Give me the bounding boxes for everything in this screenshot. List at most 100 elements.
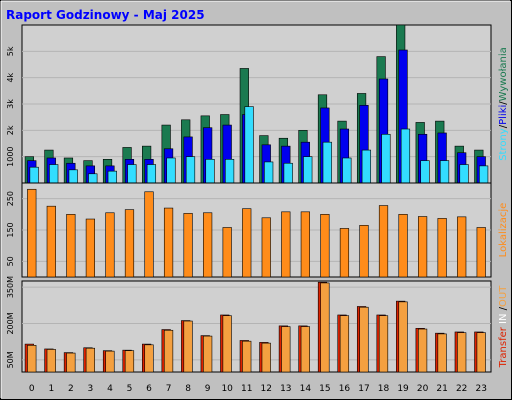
visits-bar-lokalizacje-11 [242, 208, 252, 278]
requests-legend-item: Pliki [498, 105, 509, 125]
visits-bar-lokalizacje-0 [27, 188, 37, 278]
visits-bar-lokalizacje-21 [437, 218, 447, 278]
x-tick-label-18: 18 [378, 384, 390, 394]
transfer-bar-out-22 [457, 332, 467, 373]
transfer-bar-out-5 [124, 350, 135, 373]
requests-legend-item: Strony [498, 128, 509, 161]
requests-legend: Strony/Pliki/Wywołania [498, 47, 509, 161]
transfer-panel [21, 280, 492, 373]
transfer-legend-item: Transfer [498, 326, 509, 368]
visits-bar-lokalizacje-9 [203, 212, 213, 278]
transfer-bar-out-6 [144, 344, 154, 373]
visits-bar-lokalizacje-8 [183, 213, 193, 278]
transfer-bar-out-1 [46, 349, 56, 373]
visits-ytick-label: 50 [6, 256, 15, 266]
visits-bar-lokalizacje-23 [476, 227, 486, 278]
transfer-bar-out-15 [320, 282, 330, 373]
requests-bar-strony-16 [342, 157, 352, 184]
requests-bar-strony-3 [88, 173, 98, 184]
requests-ytick-label: 2k [6, 125, 15, 135]
requests-bar-strony-12 [264, 161, 274, 184]
chart-title: Raport Godzinowy - Maj 2025 [6, 8, 205, 22]
transfer-legend-item: OUT [498, 285, 509, 307]
requests-bar-strony-11 [244, 106, 254, 184]
transfer-ytick-label: 50M [6, 351, 15, 368]
x-tick-label-21: 21 [436, 384, 447, 394]
visits-bar-lokalizacje-18 [378, 205, 389, 278]
requests-bar-strony-0 [29, 166, 39, 184]
visits-bar-lokalizacje-12 [261, 217, 271, 278]
transfer-bar-out-7 [163, 329, 174, 373]
transfer-bar-out-2 [66, 352, 76, 373]
x-tick-label-14: 14 [300, 384, 312, 394]
visits-bar-lokalizacje-13 [281, 211, 291, 278]
transfer-ytick-label: 200M [6, 312, 15, 334]
x-tick-label-20: 20 [417, 384, 429, 394]
requests-bar-strony-22 [459, 164, 469, 184]
requests-bar-strony-21 [439, 160, 450, 184]
visits-bar-lokalizacje-15 [320, 214, 330, 278]
visits-bar-lokalizacje-4 [105, 212, 115, 278]
x-tick-label-2: 2 [68, 384, 74, 394]
transfer-bar-out-10 [222, 315, 232, 373]
x-tick-label-0: 0 [29, 384, 35, 394]
transfer-bar-out-21 [437, 333, 447, 373]
transfer-bar-out-12 [261, 342, 271, 373]
x-tick-label-15: 15 [319, 384, 330, 394]
visits-bar-lokalizacje-10 [222, 227, 232, 278]
visits-bar-lokalizacje-17 [359, 225, 369, 278]
requests-bar-strony-6 [146, 164, 157, 184]
x-tick-label-12: 12 [261, 384, 272, 394]
requests-bar-strony-15 [322, 141, 332, 184]
x-tick-label-4: 4 [107, 384, 113, 394]
transfer-bar-out-11 [242, 340, 252, 373]
requests-ytick-label: 3k [6, 99, 15, 109]
transfer-legend-item: IN [498, 314, 509, 328]
requests-bar-strony-23 [479, 165, 489, 184]
transfer-bar-out-20 [418, 328, 428, 373]
x-tick-label-3: 3 [88, 384, 94, 394]
x-tick-label-17: 17 [358, 384, 369, 394]
transfer-legend: Transfer IN /OUT [498, 285, 509, 369]
x-tick-label-16: 16 [339, 384, 351, 394]
visits-legend: Lokalizacje [498, 203, 509, 258]
visits-bar-lokalizacje-3 [85, 218, 95, 278]
transfer-bar-out-16 [339, 315, 350, 373]
transfer-bar-out-14 [300, 326, 310, 373]
x-tick-label-11: 11 [241, 384, 252, 394]
requests-bar-strony-5 [127, 164, 137, 184]
visits-ytick-label: 250 [6, 191, 15, 206]
requests-bar-strony-1 [49, 164, 59, 184]
requests-ytick-label: 1000 [6, 146, 15, 166]
requests-legend-item: Wywołania [498, 47, 509, 101]
visits-bar-lokalizacje-22 [457, 216, 467, 278]
requests-bar-strony-14 [303, 156, 313, 184]
transfer-bar-out-17 [359, 306, 369, 373]
transfer-bar-out-4 [105, 350, 115, 373]
transfer-bar-out-13 [281, 326, 291, 373]
x-tick-label-1: 1 [48, 384, 54, 394]
x-tick-label-13: 13 [280, 384, 291, 394]
visits-bar-lokalizacje-6 [144, 191, 154, 278]
transfer-bar-out-19 [398, 301, 408, 373]
x-tick-label-22: 22 [456, 384, 467, 394]
requests-bar-strony-4 [107, 170, 117, 184]
requests-bar-strony-19 [400, 128, 411, 184]
x-tick-label-5: 5 [127, 384, 133, 394]
x-tick-label-9: 9 [205, 384, 211, 394]
x-tick-label-7: 7 [166, 384, 172, 394]
visits-legend-item: Lokalizacje [498, 203, 509, 258]
visits-bar-lokalizacje-14 [300, 211, 310, 278]
transfer-bar-out-23 [476, 332, 486, 373]
requests-bar-strony-18 [381, 133, 391, 184]
visits-bar-lokalizacje-1 [46, 205, 56, 278]
transfer-bar-out-18 [378, 315, 389, 373]
x-tick-label-23: 23 [476, 384, 487, 394]
x-tick-label-19: 19 [397, 384, 409, 394]
visits-bar-lokalizacje-7 [163, 207, 174, 278]
transfer-bar-out-8 [183, 320, 193, 373]
x-tick-label-10: 10 [221, 384, 233, 394]
transfer-bar-out-3 [85, 347, 95, 373]
requests-bar-strony-9 [205, 159, 215, 184]
